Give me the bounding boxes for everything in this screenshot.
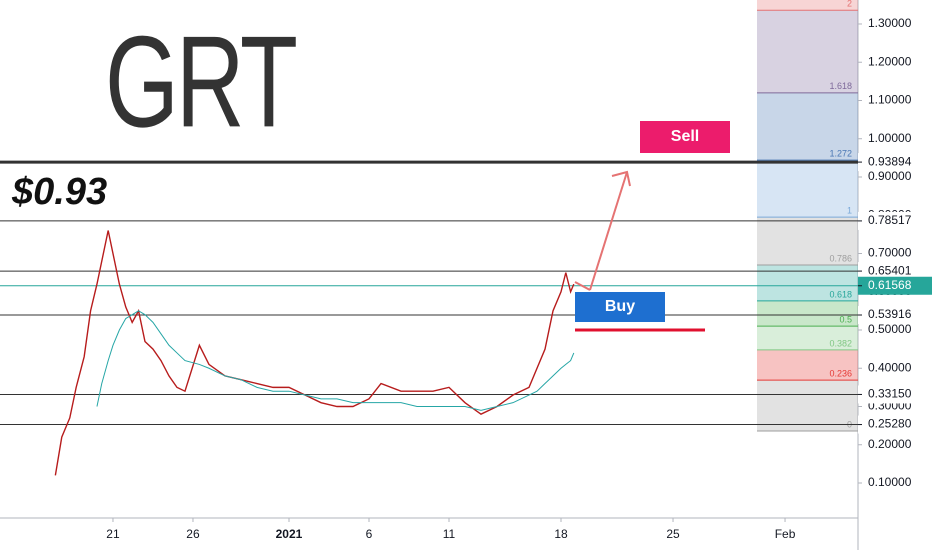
level-tag	[858, 262, 932, 281]
arrow	[589, 171, 628, 291]
fib-zone	[757, 326, 858, 350]
level-tag	[858, 415, 932, 434]
sell-box	[640, 121, 730, 153]
y-tick-label: 0.40000	[868, 360, 912, 374]
y-tick-label: 1.10000	[868, 93, 912, 107]
y-tick-label: 0.20000	[868, 437, 912, 451]
fib-zone	[757, 217, 858, 265]
level-tag	[858, 211, 932, 230]
x-tick-label: 18	[554, 527, 568, 541]
level-label: 0.78517	[868, 213, 912, 227]
y-tick-label: 0.90000	[868, 169, 912, 183]
level-tag	[858, 276, 932, 295]
sell-label: Sell	[671, 128, 699, 145]
fib-label: 0.786	[829, 253, 852, 263]
x-tick-label: 21	[106, 527, 120, 541]
fib-label: 1.272	[829, 149, 852, 159]
x-tick-label: 26	[186, 527, 200, 541]
fib-zone	[757, 160, 858, 218]
level-label: 0.53916	[868, 307, 912, 321]
fib-zone	[757, 380, 858, 431]
fib-zone	[757, 10, 858, 93]
level-label: 0.33150	[868, 387, 912, 401]
y-tick-label: 0.50000	[868, 322, 912, 336]
level-label: 0.25280	[868, 417, 912, 431]
level-label: 0.61568	[868, 278, 912, 292]
y-tick-label: 1.20000	[868, 54, 912, 68]
chart-title: GRT	[105, 8, 296, 154]
level-label: 0.93894	[868, 154, 912, 168]
y-tick-label: 0.70000	[868, 246, 912, 260]
arrow-head	[611, 170, 631, 187]
fib-label: 0.236	[829, 368, 852, 378]
fib-label: 1.618	[829, 81, 852, 91]
level-tag	[858, 306, 932, 325]
fib-label: 1	[847, 206, 852, 216]
level-label: 0.65401	[868, 263, 912, 277]
x-tick-label: 25	[666, 527, 680, 541]
x-tick-label: 6	[366, 527, 373, 541]
buy-label: Buy	[605, 298, 635, 315]
y-tick-label: 1.00000	[868, 131, 912, 145]
series-line	[96, 310, 575, 411]
x-tick-label: Feb	[775, 527, 796, 541]
level-tag	[858, 385, 932, 404]
level-tag	[858, 153, 932, 172]
y-tick-label: 1.30000	[868, 16, 912, 30]
arrow-tail	[574, 281, 591, 291]
x-tick-label: 11	[443, 527, 456, 541]
fib-label: 0.5	[839, 315, 852, 325]
price-label: $0.93	[11, 171, 107, 213]
fib-zone	[757, 300, 858, 327]
y-tick-label: 0.10000	[868, 475, 912, 489]
fib-zone	[757, 0, 858, 11]
series-line	[54, 230, 575, 476]
fib-zone	[757, 349, 858, 381]
buy-box	[575, 292, 665, 322]
fib-label: 0.618	[829, 289, 852, 299]
fib-label: 0.382	[829, 338, 852, 348]
fib-zone	[757, 92, 858, 161]
fib-label: 2	[847, 0, 852, 9]
x-tick-label: 2021	[276, 527, 303, 541]
plot	[0, 160, 858, 476]
